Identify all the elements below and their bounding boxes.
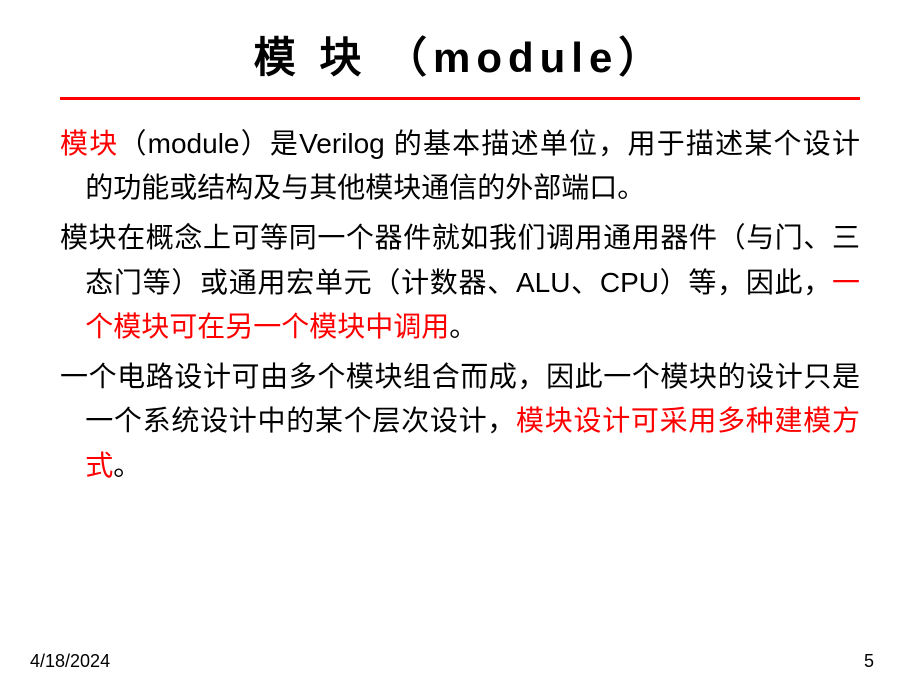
slide-body: 模块（module）是Verilog 的基本描述单位，用于描述某个设计的功能或结… xyxy=(60,122,860,690)
body-text: 模块在概念上可等同一个器件就如我们调用通用器件（与门、三态门等）或通用宏单元（计… xyxy=(60,222,860,297)
slide-title: 模 块 （module） xyxy=(60,24,860,85)
footer-date: 4/18/2024 xyxy=(30,651,110,672)
title-divider xyxy=(60,97,860,100)
body-text: 。 xyxy=(449,311,477,342)
body-text: （module）是Verilog 的基本描述单位，用于描述某个设计的功能或结构及… xyxy=(85,128,860,203)
slide: 模 块 （module） 模块（module）是Verilog 的基本描述单位，… xyxy=(0,0,920,690)
paragraph-1: 模块（module）是Verilog 的基本描述单位，用于描述某个设计的功能或结… xyxy=(60,122,860,210)
body-text: 。 xyxy=(113,450,141,481)
page-number: 5 xyxy=(864,651,874,672)
highlight-text: 模块 xyxy=(60,128,118,159)
paragraph-3: 一个电路设计可由多个模块组合而成，因此一个模块的设计只是一个系统设计中的某个层次… xyxy=(60,355,860,488)
paragraph-2: 模块在概念上可等同一个器件就如我们调用通用器件（与门、三态门等）或通用宏单元（计… xyxy=(60,216,860,349)
